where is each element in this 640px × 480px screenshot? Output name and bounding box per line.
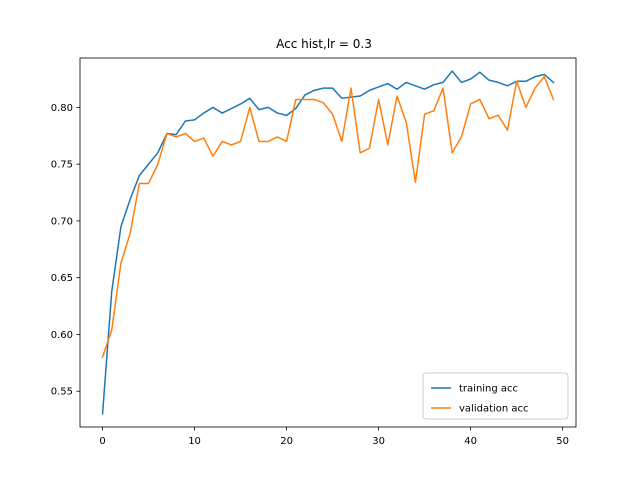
x-tick-label: 30 bbox=[372, 436, 385, 447]
y-tick-label: 0.60 bbox=[51, 330, 73, 341]
series-line-training bbox=[101, 70, 555, 415]
series-line-validation bbox=[101, 75, 555, 359]
axes-layer: 0 10 20 30 40 50 0.55 0.60 0.65 0.70 0.75 0.80 bbox=[51, 57, 577, 447]
legend: training acc validation acc bbox=[422, 372, 569, 420]
x-tick-label: 50 bbox=[556, 436, 569, 447]
x-tick-label: 10 bbox=[188, 436, 201, 447]
x-tick-label: 20 bbox=[280, 436, 293, 447]
chart-title: Acc hist,lr = 0.3 bbox=[276, 37, 372, 51]
y-tick-label: 0.70 bbox=[51, 216, 73, 227]
axes-frame bbox=[79, 57, 577, 428]
y-tick-label: 0.75 bbox=[51, 160, 73, 171]
y-tick-label: 0.65 bbox=[51, 273, 73, 284]
y-tick-label: 0.80 bbox=[51, 103, 73, 114]
x-tick-label: 0 bbox=[99, 436, 105, 447]
series-layer bbox=[101, 70, 555, 415]
legend-label-validation: validation acc bbox=[459, 404, 529, 415]
x-tick-label: 40 bbox=[464, 436, 477, 447]
legend-box bbox=[422, 372, 569, 420]
y-tick-label: 0.55 bbox=[51, 387, 73, 398]
legend-label-training: training acc bbox=[459, 384, 518, 395]
